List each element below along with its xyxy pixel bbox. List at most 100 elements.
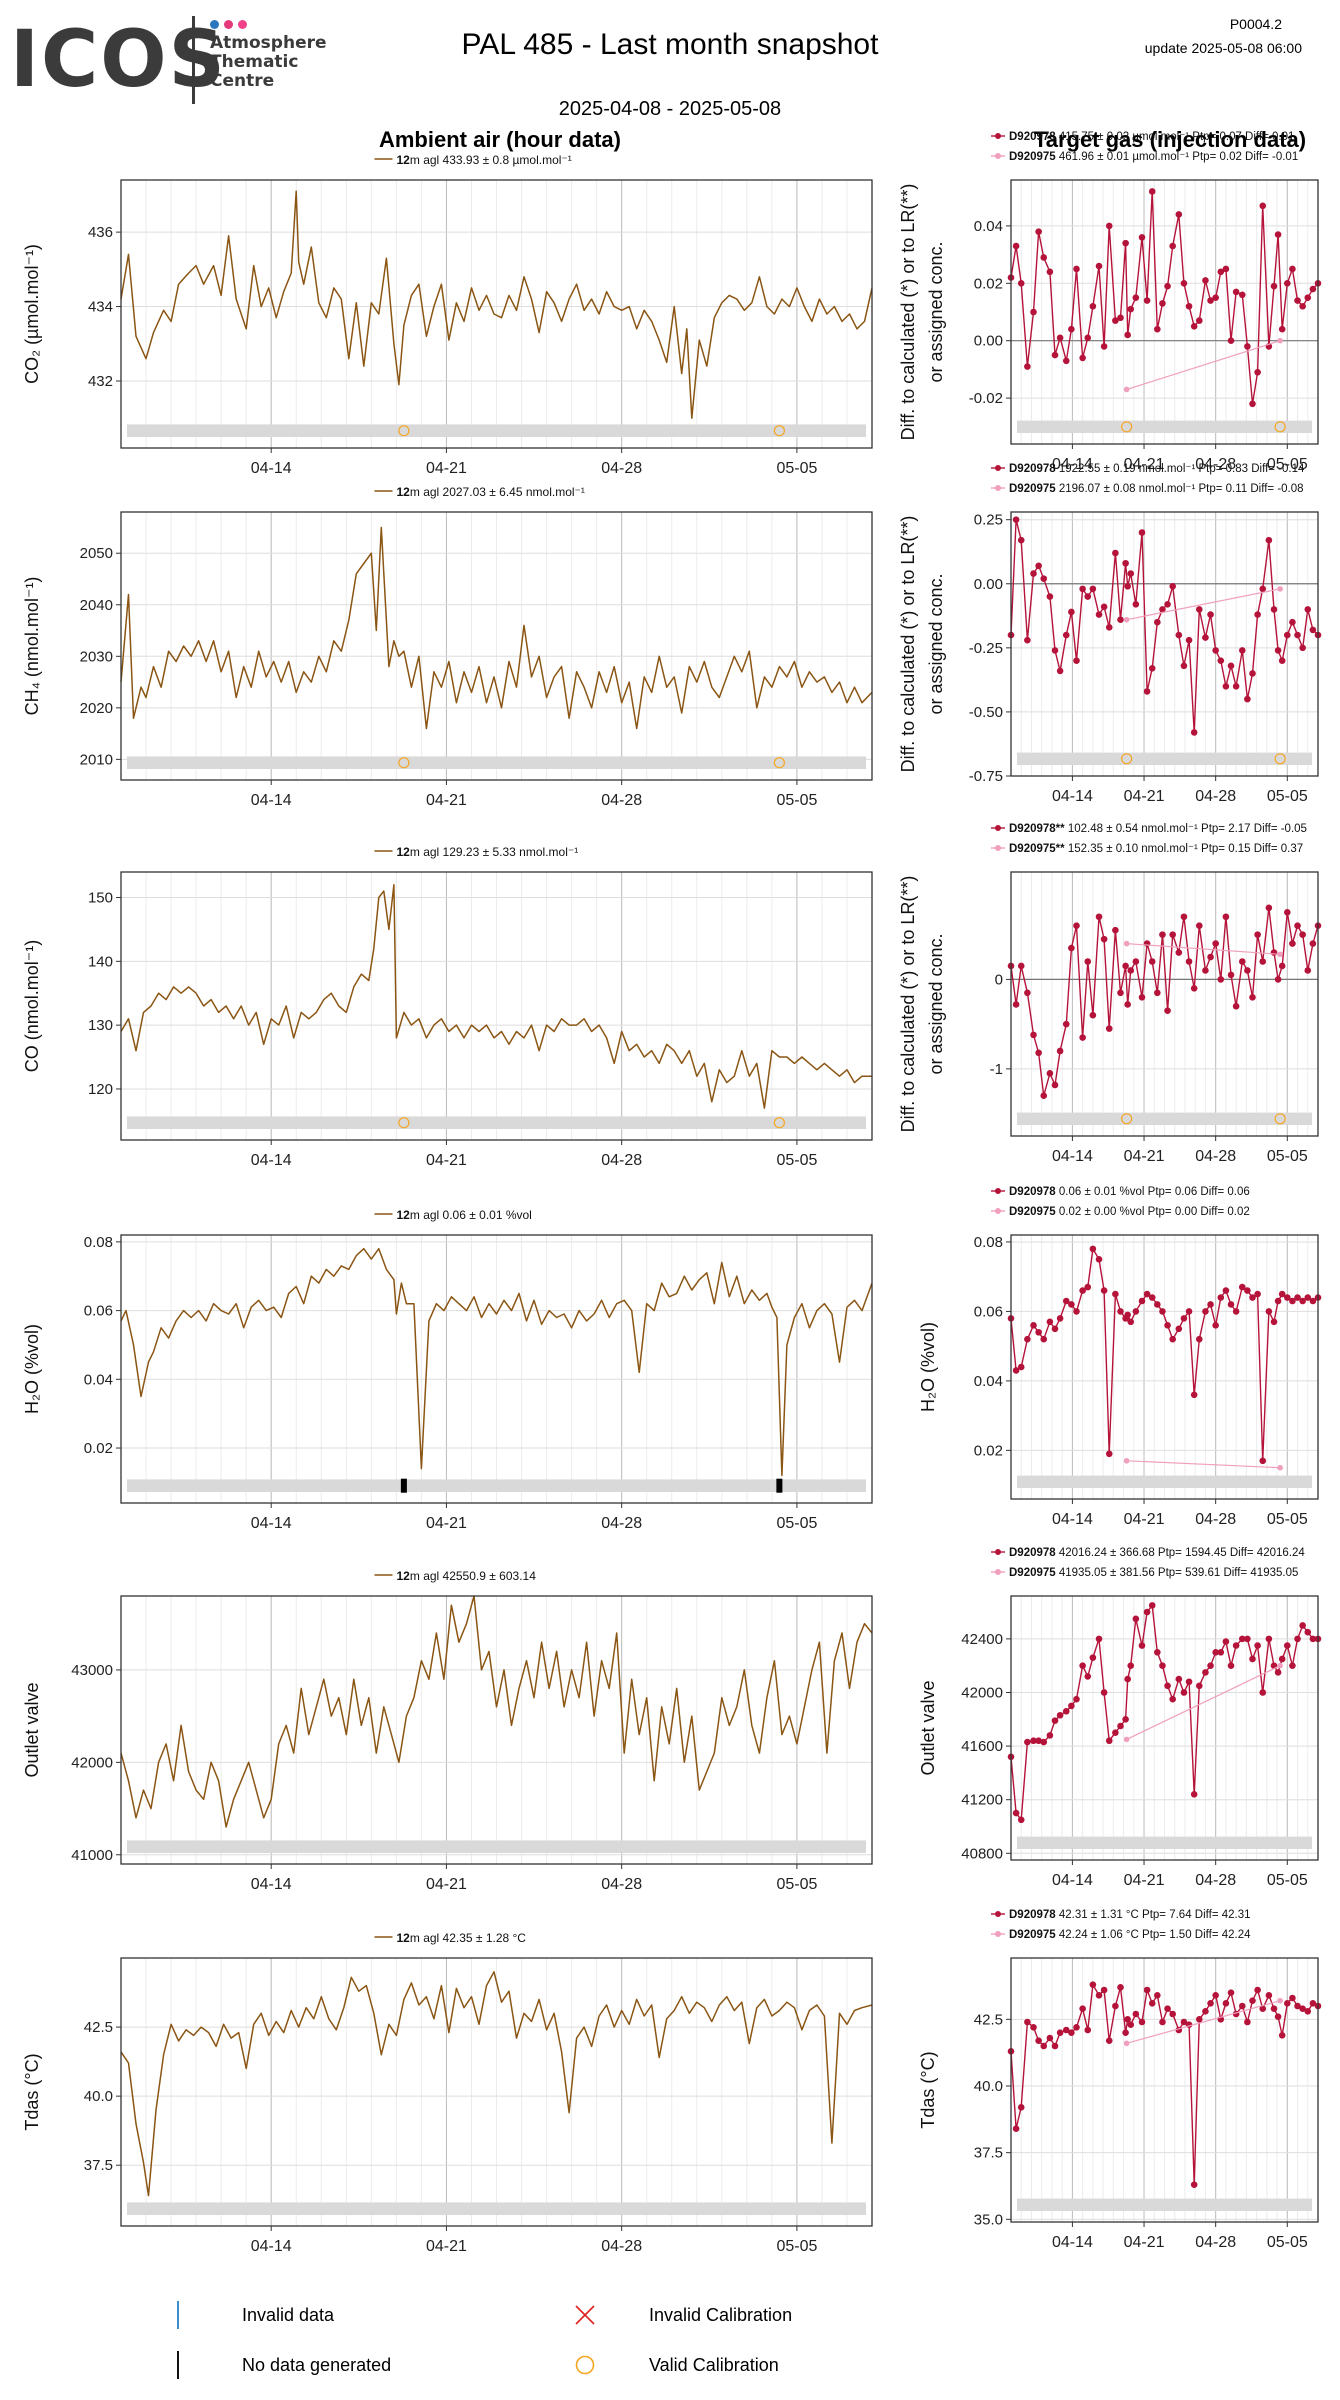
data-point xyxy=(1035,228,1042,235)
data-point xyxy=(1227,337,1235,344)
flag-band xyxy=(1017,1475,1312,1488)
data-point xyxy=(1244,1635,1251,1643)
data-point xyxy=(1294,631,1301,639)
data-point xyxy=(1164,600,1171,608)
data-point xyxy=(1148,958,1156,965)
series-line xyxy=(1126,943,1281,955)
flag-band xyxy=(127,424,866,437)
data-point xyxy=(1217,657,1225,664)
data-point xyxy=(1284,1294,1291,1301)
y-axis-label: CH₄ (nmol.mol⁻¹) xyxy=(22,577,42,716)
y-tick-label: 140 xyxy=(88,953,113,970)
data-point xyxy=(1035,562,1042,570)
data-point xyxy=(1132,1308,1140,1315)
data-point xyxy=(1138,529,1146,536)
data-point xyxy=(1040,575,1048,582)
data-point xyxy=(1212,294,1219,301)
data-point xyxy=(1148,2000,1156,2007)
data-point xyxy=(1207,953,1214,961)
data-point xyxy=(1277,337,1283,344)
data-point xyxy=(1202,2008,1209,2015)
invalid-data-icon xyxy=(158,2300,198,2330)
logo-subtitle: Atmosphere Thematic Centre xyxy=(210,34,327,91)
logo-line: Centre xyxy=(210,71,275,91)
data-point xyxy=(1017,536,1025,544)
legend-cylinder-id: D920978 xyxy=(1009,1909,1059,1921)
circle-icon xyxy=(565,2350,605,2380)
target-chart-2: -0.75 -0.50 -0.25 0.00 0.25 04-14 04-21 04-28 05… xyxy=(898,463,1322,805)
data-point xyxy=(1180,1315,1188,1322)
data-point xyxy=(1030,2024,1037,2031)
data-point xyxy=(1030,1322,1037,1329)
legend-text: 12m agl 433.93 ± 0.8 µmol.mol⁻¹ xyxy=(397,153,572,167)
data-point xyxy=(1084,1283,1092,1291)
data-point xyxy=(1112,1729,1119,1736)
data-point xyxy=(1112,549,1119,557)
data-point xyxy=(1299,1622,1306,1629)
data-point xyxy=(1105,624,1113,631)
legend-cylinder-id: D920978 xyxy=(1009,1547,1059,1559)
legend-text: 12m agl 129.23 ± 5.33 nmol.mol⁻¹ xyxy=(397,845,579,859)
data-point xyxy=(1143,297,1151,304)
plot-frame xyxy=(1010,179,1319,445)
data-point xyxy=(1259,1457,1267,1465)
x-tick-label: 04-28 xyxy=(601,1876,642,1893)
series-line xyxy=(1126,2000,1281,2044)
data-point xyxy=(1222,2000,1230,2007)
series-line xyxy=(1010,519,1319,733)
data-point xyxy=(1132,2010,1140,2018)
target-chart-1: -0.02 0.00 0.02 0.04 04-14 04-21 04-28 05-05 Dif… xyxy=(898,131,1322,473)
data-point xyxy=(1030,570,1037,577)
data-point xyxy=(1222,682,1230,690)
data-point xyxy=(1175,949,1183,956)
data-point xyxy=(1289,1297,1296,1305)
series-line xyxy=(1010,191,1319,404)
data-point xyxy=(1124,1311,1131,1319)
data-point xyxy=(1105,1737,1113,1745)
legend-point-key xyxy=(995,133,1001,139)
data-point xyxy=(1123,616,1130,623)
data-point xyxy=(1148,188,1156,195)
data-point xyxy=(1084,1673,1092,1680)
x-tick-label: 04-28 xyxy=(1195,1148,1236,1165)
data-point xyxy=(1159,931,1166,938)
flag-band xyxy=(1017,2198,1312,2211)
y-tick-label: 2040 xyxy=(80,597,113,614)
target-chart-6: 35.0 37.5 40.0 42.5 04-14 04-21 04-28 05-05 Tdas… xyxy=(918,1909,1322,2251)
data-point xyxy=(1095,1256,1103,1263)
y-tick-label: 120 xyxy=(88,1081,113,1098)
data-point xyxy=(1046,1070,1054,1077)
y-tick-label: 130 xyxy=(88,1017,113,1034)
series-line xyxy=(1126,1460,1281,1469)
legend-stats: m agl 433.93 ± 0.8 µmol.mol⁻¹ xyxy=(410,153,572,167)
legend-cylinder-id: D920975 xyxy=(1009,1929,1059,1941)
x-tick-label: 05-05 xyxy=(776,460,817,477)
data-point xyxy=(1017,1363,1025,1371)
data-point xyxy=(1278,325,1286,333)
data-point xyxy=(1249,400,1256,408)
x-tick-label: 04-14 xyxy=(1052,1148,1093,1165)
series-legend: 12m agl 433.93 ± 0.8 µmol.mol⁻¹ xyxy=(374,153,572,167)
data-point xyxy=(1089,1011,1097,1019)
data-point xyxy=(1212,940,1219,947)
target-chart-5: 40800 41200 41600 42000 42400 04-14 04-21 04-28… xyxy=(918,1547,1322,1889)
data-point xyxy=(1124,583,1131,590)
data-point xyxy=(1127,305,1135,313)
logo-dot xyxy=(224,20,233,29)
data-point xyxy=(1051,1325,1059,1333)
y-tick-label: 43000 xyxy=(71,1662,113,1679)
legend-cylinder-id: D920975 xyxy=(1009,151,1059,163)
data-point xyxy=(1123,940,1130,947)
series-line xyxy=(1126,588,1281,621)
x-tick-label: 04-28 xyxy=(1195,2234,1236,2251)
legend-stats: 41935.05 ± 381.56 Ptp= 539.61 Diff= 4193… xyxy=(1059,1567,1299,1579)
flag-band xyxy=(127,1479,866,1492)
data-point xyxy=(1046,1318,1054,1326)
data-point xyxy=(1227,1301,1235,1308)
data-point xyxy=(1159,2018,1166,2026)
update-timestamp: update 2025-05-08 06:00 xyxy=(1144,40,1302,56)
x-tick-label: 04-14 xyxy=(1052,1511,1093,1528)
x-tick-label: 05-05 xyxy=(776,792,817,809)
data-point xyxy=(1159,1662,1166,1669)
ambient-chart-1: 432 434 436 04-14 04-21 04-28 05-05 CO₂ (µmol.m… xyxy=(22,153,873,477)
